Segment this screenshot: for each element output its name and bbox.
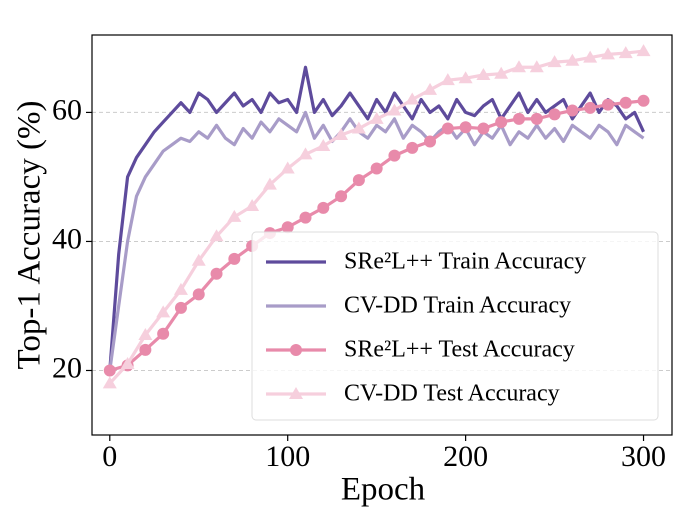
x-tick-label: 0 (102, 440, 117, 473)
marker (494, 66, 509, 79)
legend-marker (289, 387, 303, 399)
marker (209, 229, 224, 242)
marker (352, 174, 365, 187)
marker (601, 98, 614, 111)
marker (369, 111, 384, 124)
marker (441, 122, 454, 135)
legend-label: CV-DD Train Accuracy (344, 293, 571, 319)
legend-box (251, 231, 659, 421)
x-tick-label: 300 (621, 440, 666, 473)
marker (298, 147, 313, 160)
x-tick-label: 200 (443, 440, 488, 473)
series-line (108, 110, 645, 371)
marker (102, 376, 117, 389)
x-axis-label: Epoch (341, 472, 426, 508)
y-tick-label: 40 (52, 222, 82, 255)
marker (299, 211, 312, 224)
marker (173, 282, 188, 295)
marker (619, 96, 632, 109)
marker (281, 221, 294, 234)
marker (511, 60, 526, 73)
marker (388, 149, 401, 162)
marker (600, 47, 615, 60)
marker (406, 141, 419, 154)
marker (458, 71, 473, 84)
marker (440, 73, 455, 86)
marker (584, 101, 597, 114)
marker (495, 116, 508, 129)
y-tick-label: 20 (52, 351, 82, 384)
marker (387, 103, 402, 116)
marker (245, 198, 260, 211)
marker (370, 162, 383, 175)
marker (636, 44, 651, 57)
marker (547, 55, 562, 68)
marker (191, 253, 206, 266)
series-line (108, 65, 645, 371)
marker (228, 252, 241, 265)
marker (157, 327, 170, 340)
marker (316, 138, 331, 151)
x-tick-label: 100 (265, 440, 310, 473)
marker (139, 343, 152, 356)
marker (317, 201, 330, 214)
marker (103, 364, 116, 377)
marker (530, 112, 543, 125)
marker (477, 122, 490, 135)
marker (459, 121, 472, 134)
marker (156, 305, 171, 318)
plot-frame (91, 34, 673, 436)
marker (512, 112, 525, 125)
marker (423, 82, 438, 95)
marker (280, 161, 295, 174)
marker (565, 53, 580, 66)
marker (334, 128, 349, 140)
marker (583, 50, 598, 63)
marker (335, 190, 348, 203)
legend-label: SRe²L++ Train Accuracy (344, 249, 586, 275)
marker (476, 68, 491, 80)
marker (566, 104, 579, 117)
legend-label: SRe²L++ Test Accuracy (344, 337, 575, 363)
marker (120, 357, 135, 370)
marker (262, 177, 277, 190)
marker (138, 328, 153, 340)
marker (227, 209, 242, 222)
y-axis-label: Top-1 Accuracy (%) (12, 101, 48, 370)
marker (424, 135, 437, 148)
legend-label: CV-DD Test Accuracy (344, 381, 560, 407)
y-tick-label: 60 (52, 93, 82, 126)
legend-marker (290, 344, 302, 356)
marker (405, 92, 420, 105)
marker (637, 94, 650, 107)
marker (548, 108, 561, 121)
marker (174, 301, 187, 314)
marker (618, 46, 633, 59)
marker (192, 288, 205, 301)
marker (529, 60, 544, 73)
marker (351, 121, 366, 134)
marker (210, 267, 223, 280)
